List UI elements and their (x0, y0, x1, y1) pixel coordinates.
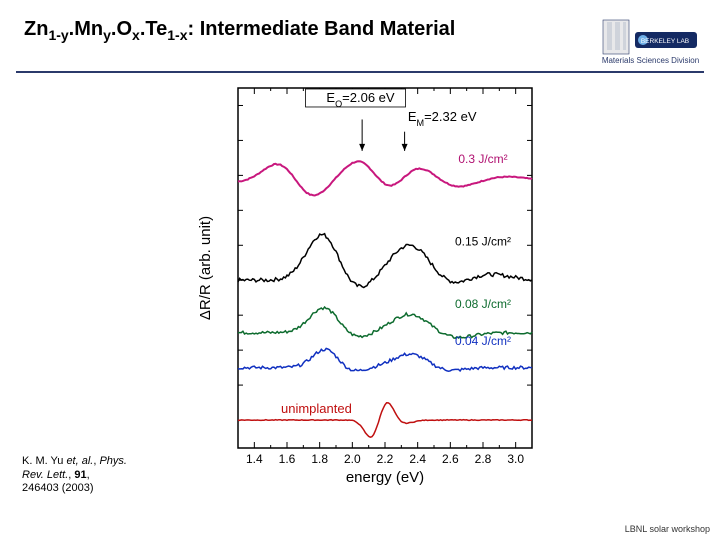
svg-text:BERKELEY LAB: BERKELEY LAB (640, 38, 688, 45)
svg-text:0.04 J/cm²: 0.04 J/cm² (455, 334, 511, 348)
title-bar: Zn1-y.Mny.Ox.Te1-x: Intermediate Band Ma… (0, 0, 720, 65)
svg-text:2.8: 2.8 (475, 452, 492, 466)
svg-text:0.15 J/cm²: 0.15 J/cm² (455, 234, 511, 248)
svg-text:1.8: 1.8 (311, 452, 328, 466)
svg-text:0.3 J/cm²: 0.3 J/cm² (458, 152, 507, 166)
title-rule (16, 71, 704, 73)
footer-text: LBNL solar workshop (625, 524, 710, 534)
spectra-chart: 1.4 1.6 1.8 2.0 2.2 2.4 2.6 2.8 3.0 energy (eV) ΔR… (196, 78, 546, 488)
lab-logo: BERKELEY LAB Materials Sciences Division (593, 18, 708, 65)
svg-text:unimplanted: unimplanted (281, 401, 352, 416)
svg-text:1.6: 1.6 (279, 452, 296, 466)
citation: K. M. Yu et, al., Phys. Rev. Lett., 91, … (22, 455, 152, 496)
svg-text:2.0: 2.0 (344, 452, 361, 466)
page-title: Zn1-y.Mny.Ox.Te1-x: Intermediate Band Ma… (24, 18, 593, 43)
svg-text:EM=2.32 eV: EM=2.32 eV (408, 109, 477, 128)
svg-text:energy (eV): energy (eV) (346, 469, 424, 486)
svg-text:3.0: 3.0 (507, 452, 524, 466)
svg-text:2.2: 2.2 (377, 452, 394, 466)
division-text: Materials Sciences Division (593, 56, 708, 65)
svg-text:2.6: 2.6 (442, 452, 459, 466)
svg-text:0.08 J/cm²: 0.08 J/cm² (455, 297, 511, 311)
svg-text:ΔR/R (arb. unit): ΔR/R (arb. unit) (197, 216, 214, 320)
svg-text:1.4: 1.4 (246, 452, 263, 466)
svg-text:2.4: 2.4 (409, 452, 426, 466)
